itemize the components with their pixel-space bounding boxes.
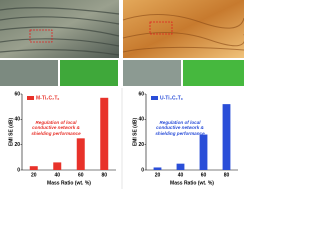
legend-swatch xyxy=(151,96,158,100)
x-tick-label: 20 xyxy=(31,172,37,178)
annotation-box: Regulation of local conductive network &… xyxy=(31,120,81,136)
x-tick-label: 60 xyxy=(78,172,84,178)
legend-label: U-Ti₃C₂Tₓ xyxy=(160,95,183,101)
x-tick-label: 40 xyxy=(54,172,60,178)
x-tick-label: 40 xyxy=(178,172,184,178)
page: {"chart_data":[ {"type":"bar","xlabel":"… xyxy=(0,0,246,189)
y-tick-label: 40 xyxy=(14,117,20,123)
y-tick-label: 0 xyxy=(141,167,144,173)
y-tick-label: 60 xyxy=(138,91,144,97)
legend-label: M-Ti₃C₂Tₓ xyxy=(36,95,59,101)
annotation-box: Regulation of local conductive network &… xyxy=(155,120,205,136)
y-tick-label: 20 xyxy=(138,142,144,148)
dune-ridges xyxy=(122,13,246,53)
bar xyxy=(100,97,109,170)
y-tick-label: 40 xyxy=(138,117,144,123)
x-axis-label: Mass Ratio (wt. %) xyxy=(170,180,214,186)
annotation: Regulation of local conductive network &… xyxy=(31,120,81,136)
structure-inset xyxy=(183,60,244,86)
sem-inset xyxy=(123,60,181,86)
y-axis-label: EMI SE (dB) xyxy=(8,118,14,147)
bar xyxy=(222,104,231,170)
y-tick-label: 60 xyxy=(14,91,20,97)
bar xyxy=(29,166,38,170)
bar xyxy=(153,167,162,170)
y-axis-label: EMI SE (dB) xyxy=(132,118,138,147)
x-axis-label: Mass Ratio (wt. %) xyxy=(47,180,91,186)
highlight-box xyxy=(149,21,173,35)
x-tick-label: 80 xyxy=(101,172,107,178)
structure-inset xyxy=(60,60,118,86)
figure: 0 20 40 60 20 40 60 80 M-Ti₃C₂Tₓ Mass Ratio (wt. … xyxy=(0,0,246,189)
bar xyxy=(199,134,208,170)
sem-inset xyxy=(0,60,58,86)
y-tick-label: 0 xyxy=(17,167,20,173)
x-tick-label: 80 xyxy=(224,172,230,178)
x-tick-label: 20 xyxy=(155,172,161,178)
bar xyxy=(53,162,62,170)
rock-layers xyxy=(0,7,120,56)
x-tick-label: 60 xyxy=(201,172,207,178)
bar xyxy=(176,163,185,170)
highlight-box xyxy=(29,29,53,43)
y-tick-label: 20 xyxy=(14,142,20,148)
annotation: Regulation of local conductive network &… xyxy=(155,120,205,136)
bar xyxy=(76,138,85,170)
legend-swatch xyxy=(27,96,34,100)
rock-photo xyxy=(0,0,119,58)
